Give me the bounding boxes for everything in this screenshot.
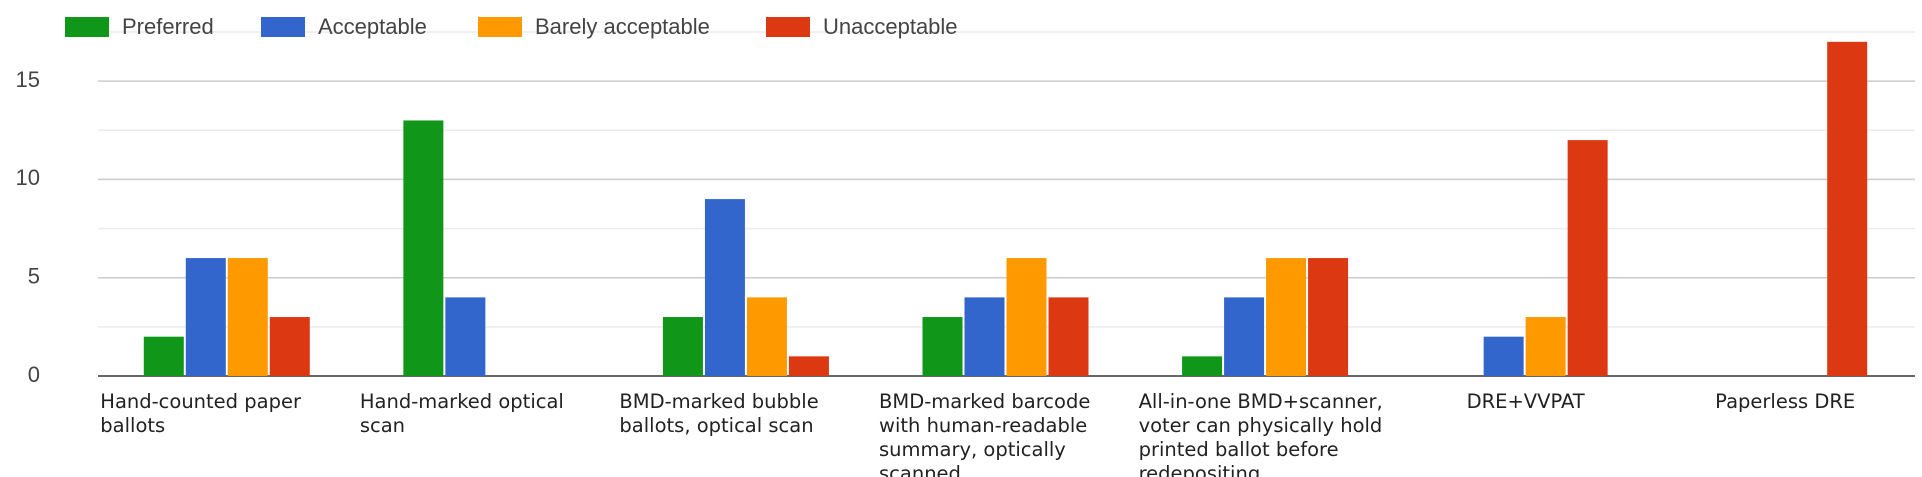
bar [1006, 258, 1047, 376]
y-tick-label: 10 [16, 165, 40, 190]
bar [185, 258, 226, 376]
x-tick-label: Hand-marked optical scan [359, 390, 564, 437]
bar [704, 199, 745, 376]
y-tick-label: 0 [28, 362, 40, 387]
bar [1827, 41, 1868, 376]
legend-label: Preferred [122, 14, 214, 39]
y-tick-label: 15 [16, 67, 40, 92]
x-tick-label: Paperless DRE [1715, 390, 1856, 413]
bar [964, 297, 1005, 376]
legend-swatch [478, 17, 522, 37]
bar [662, 317, 703, 376]
bar [1266, 258, 1307, 376]
bar [1048, 297, 1089, 376]
bar [746, 297, 787, 376]
legend-swatch [65, 17, 109, 37]
bar [1224, 297, 1265, 376]
x-tick-label: BMD-marked barcode with human-readable s… [879, 390, 1091, 477]
x-tick-label: BMD-marked bubble ballots, optical scan [619, 390, 819, 437]
legend-swatch [766, 17, 810, 37]
bar [403, 120, 444, 376]
x-tick-label: All-in-one BMD+scanner, voter can physic… [1138, 390, 1383, 477]
bar [788, 356, 829, 376]
legend-label: Acceptable [318, 14, 427, 39]
bar [1567, 140, 1608, 376]
bar [227, 258, 268, 376]
bar [922, 317, 963, 376]
bar [1182, 356, 1223, 376]
y-tick-label: 5 [28, 264, 40, 289]
bar [445, 297, 486, 376]
x-tick-label: Hand-counted paper ballots [100, 390, 301, 437]
bar [269, 317, 310, 376]
bar [1308, 258, 1349, 376]
x-tick-label: DRE+VVPAT [1466, 390, 1585, 413]
bar [1483, 336, 1524, 376]
legend-label: Unacceptable [823, 14, 958, 39]
legend-label: Barely acceptable [535, 14, 710, 39]
bar [143, 336, 184, 376]
bar [1525, 317, 1566, 376]
legend-swatch [261, 17, 305, 37]
